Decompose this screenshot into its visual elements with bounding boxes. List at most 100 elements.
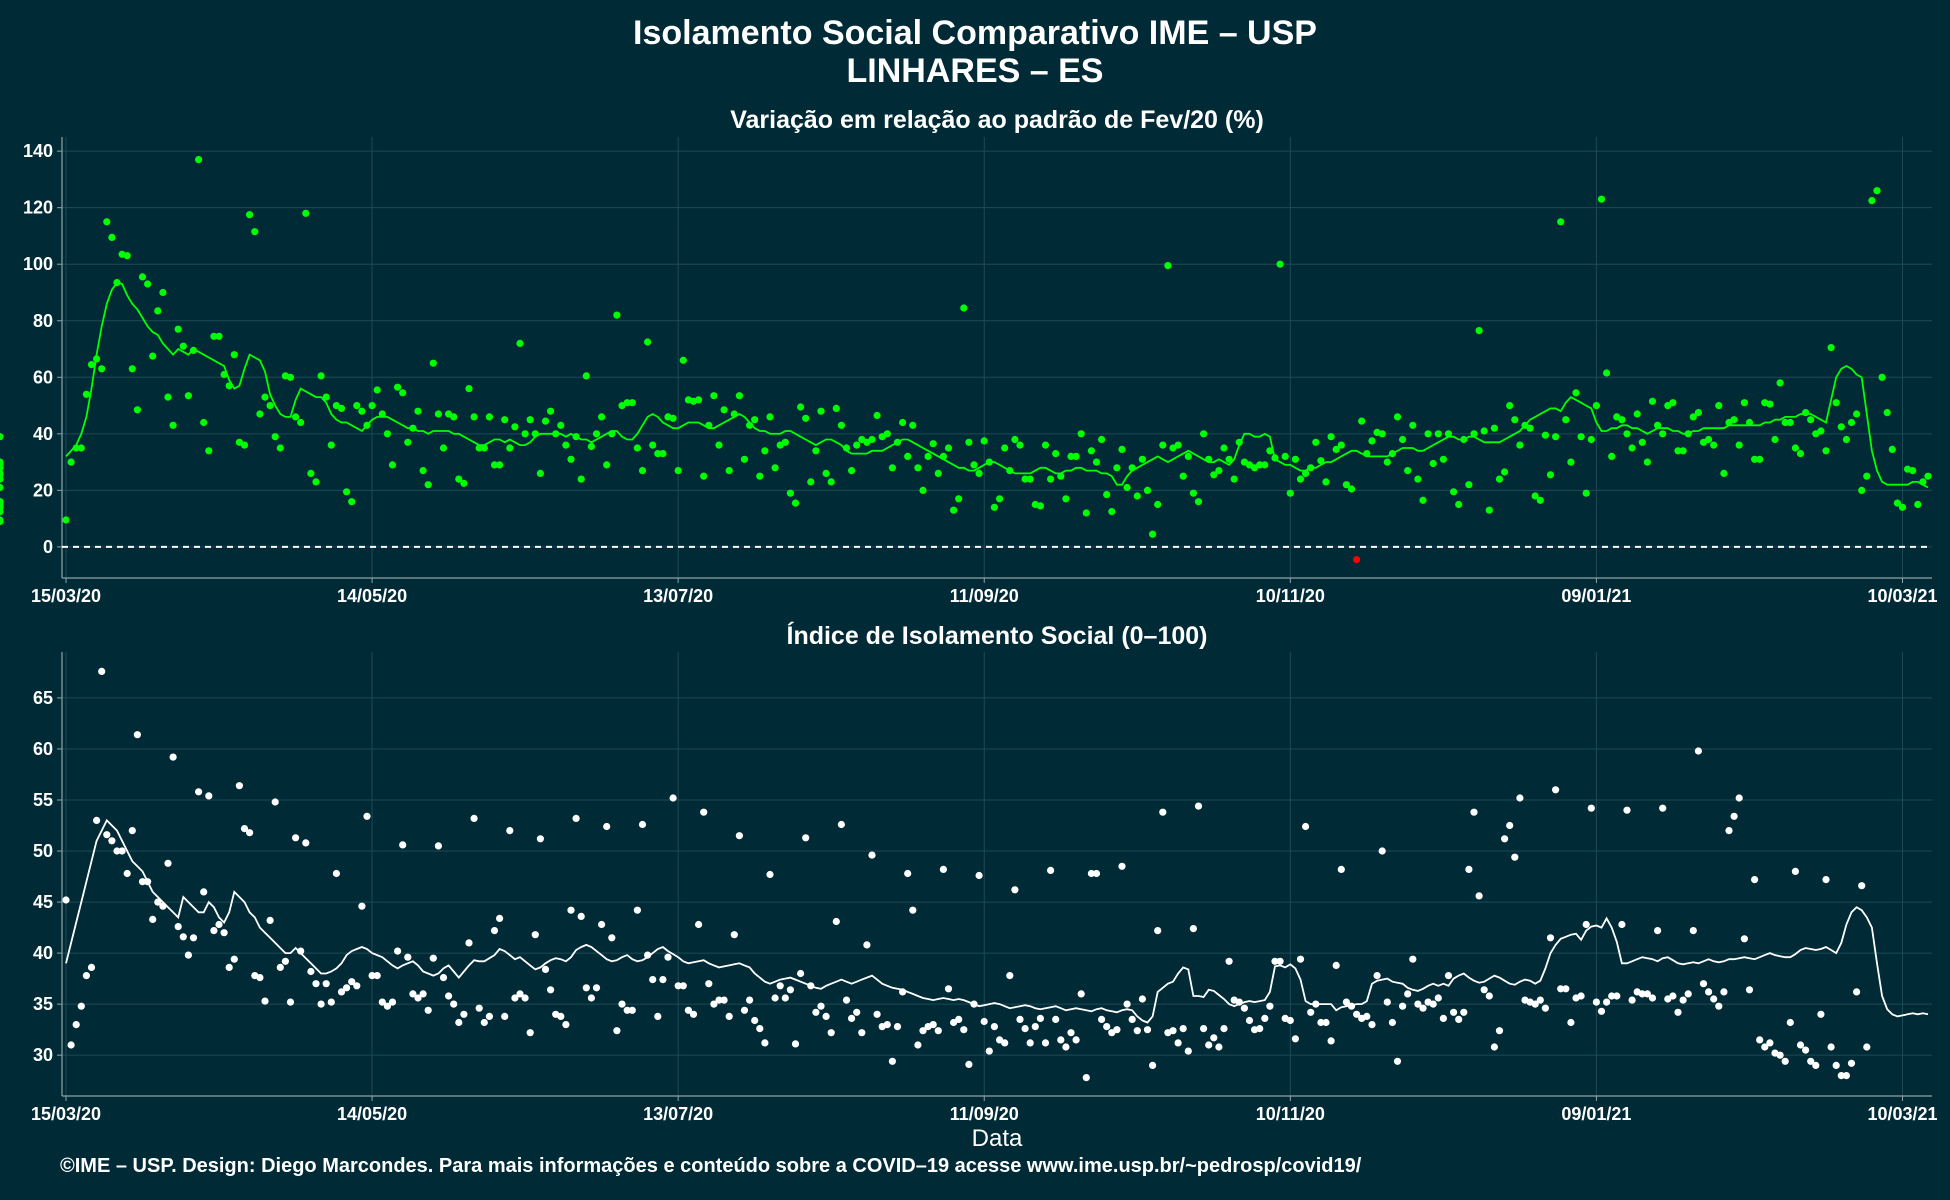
data-point	[531, 931, 539, 939]
data-point	[220, 370, 228, 379]
data-point	[1184, 452, 1192, 460]
data-point	[409, 990, 417, 998]
data-point	[1608, 992, 1616, 1000]
x-tick-label: 15/03/20	[31, 586, 101, 606]
data-point	[1312, 1000, 1320, 1008]
data-point	[1041, 1039, 1050, 1047]
data-point	[746, 421, 754, 429]
data-point	[842, 444, 851, 452]
data-point	[771, 994, 779, 1002]
data-point	[654, 1012, 662, 1021]
data-point	[1256, 1025, 1264, 1033]
data-point	[0, 502, 4, 510]
data-point	[1689, 927, 1697, 935]
data-point	[82, 972, 90, 980]
data-point	[592, 984, 601, 992]
data-point	[557, 421, 565, 429]
data-point	[1302, 822, 1310, 831]
data-point	[1021, 1025, 1029, 1033]
data-point	[1582, 920, 1590, 929]
data-point	[1592, 998, 1600, 1006]
data-point	[1495, 475, 1504, 483]
data-point	[144, 280, 152, 288]
data-point	[82, 390, 90, 398]
data-point	[689, 1010, 698, 1018]
data-point	[1516, 794, 1524, 802]
data-point	[159, 902, 167, 910]
data-point	[1006, 972, 1014, 980]
data-point	[1169, 1027, 1177, 1035]
data-point	[725, 467, 733, 475]
data-point	[649, 441, 657, 449]
data-point	[1414, 475, 1422, 483]
data-point	[271, 433, 279, 441]
y-tick-label: 30	[33, 1045, 53, 1065]
data-point	[353, 982, 361, 990]
data-point	[1587, 804, 1595, 812]
data-point	[297, 947, 305, 955]
data-point	[1577, 992, 1585, 1000]
data-point	[327, 441, 335, 449]
data-point	[424, 1006, 432, 1014]
data-point	[1761, 1043, 1769, 1051]
data-point	[1031, 1023, 1039, 1031]
data-point	[700, 808, 708, 816]
data-point	[868, 435, 876, 444]
data-point	[195, 788, 203, 796]
data-point	[659, 976, 667, 984]
data-point	[439, 444, 448, 452]
data-point	[766, 870, 774, 879]
data-point	[797, 403, 805, 411]
y-tick-label: 35	[33, 994, 53, 1014]
panel-title: Variação em relação ao padrão de Fev/20 …	[730, 106, 1264, 134]
data-point	[77, 1002, 85, 1010]
data-point	[0, 471, 4, 479]
x-tick-label: 15/03/20	[31, 1104, 101, 1124]
data-point	[1546, 471, 1555, 479]
x-tick-label: 10/11/20	[1256, 1104, 1325, 1124]
data-point	[832, 917, 840, 926]
data-point	[1669, 399, 1677, 407]
data-point	[154, 898, 162, 906]
data-point	[368, 402, 376, 410]
panel-title: Índice de Isolamento Social (0–100)	[787, 621, 1208, 650]
data-point	[1715, 1002, 1723, 1010]
data-point	[1909, 467, 1917, 475]
data-point	[399, 389, 407, 397]
data-point	[1307, 464, 1315, 472]
data-point	[751, 416, 759, 424]
data-point	[547, 407, 555, 415]
data-point	[1720, 469, 1728, 477]
data-point	[399, 841, 407, 849]
y-tick-label: 80	[33, 311, 53, 331]
data-point	[1730, 416, 1738, 424]
data-point	[1143, 1026, 1152, 1034]
data-point	[164, 393, 172, 401]
moving-average-line	[65, 818, 1929, 1024]
data-point	[1735, 441, 1743, 449]
data-point	[1776, 379, 1784, 387]
data-point	[368, 972, 376, 980]
data-point	[1603, 998, 1611, 1006]
data-point	[1057, 1036, 1065, 1044]
data-point	[434, 842, 442, 850]
data-point	[215, 920, 223, 929]
data-point	[1138, 455, 1146, 463]
data-point	[899, 418, 907, 427]
data-point	[72, 444, 80, 452]
data-point	[1470, 430, 1478, 438]
y-tick-label: 65	[33, 688, 53, 708]
data-point	[613, 1027, 621, 1035]
data-point	[1480, 427, 1488, 435]
data-point	[1740, 935, 1748, 943]
data-point	[1358, 417, 1366, 425]
data-point	[1715, 402, 1723, 410]
data-point	[292, 413, 300, 421]
data-point	[1475, 892, 1483, 900]
data-point	[822, 469, 830, 477]
data-point	[470, 814, 478, 823]
data-point	[919, 486, 927, 494]
data-point	[644, 951, 652, 959]
data-point	[577, 912, 585, 921]
data-point	[516, 339, 524, 347]
